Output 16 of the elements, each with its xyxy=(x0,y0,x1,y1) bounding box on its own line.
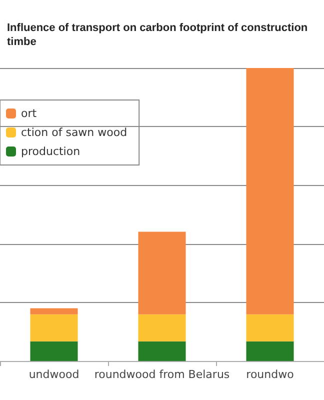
legend-label: production xyxy=(21,145,80,158)
legend-label: ction of sawn wood xyxy=(21,126,128,139)
chart-title: Influence of transport on carbon footprint of construction timbe xyxy=(7,22,311,48)
x-tick-label: roundwood from Belarus xyxy=(94,368,230,381)
x-tick-label: roundwo xyxy=(246,368,294,381)
bar xyxy=(30,314,78,342)
x-tick-label: undwood xyxy=(28,368,80,381)
bar xyxy=(246,341,294,361)
bar xyxy=(30,341,78,361)
bar xyxy=(138,314,186,342)
bar xyxy=(138,232,186,314)
legend-label: ort xyxy=(21,107,38,120)
bar xyxy=(246,68,294,314)
bar xyxy=(138,341,186,361)
bar xyxy=(246,314,294,342)
bar xyxy=(30,308,78,314)
